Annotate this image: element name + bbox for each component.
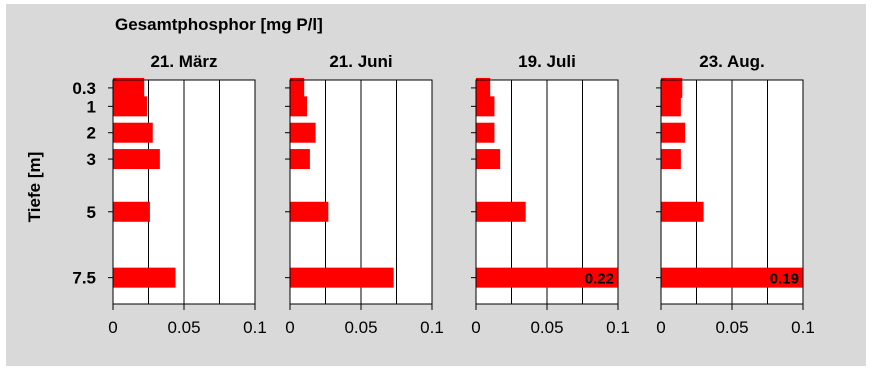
x-tick-label: 0.05 xyxy=(344,318,377,337)
bar xyxy=(290,267,394,288)
panel-2: 0 0.05 0.1 21. Juni xyxy=(285,52,444,337)
bar xyxy=(476,77,491,98)
x-tick-label: 0.05 xyxy=(715,318,748,337)
bar xyxy=(290,77,305,98)
bar xyxy=(113,201,150,222)
bar xyxy=(661,149,681,170)
bar xyxy=(476,96,495,117)
panel-title: 19. Juli xyxy=(518,52,576,71)
bar xyxy=(476,267,618,288)
y-tick-label: 3 xyxy=(87,150,96,169)
x-tick-label: 0.1 xyxy=(791,318,815,337)
x-tick-label: 0 xyxy=(285,318,294,337)
data-label: 0.22 xyxy=(585,271,614,288)
x-tick-label: 0.1 xyxy=(243,318,267,337)
bar xyxy=(661,267,803,288)
bar xyxy=(661,77,683,98)
panel-title: 21. März xyxy=(150,52,217,71)
x-tick-label: 0.05 xyxy=(167,318,200,337)
chart-title: Gesamtphosphor [mg P/l] xyxy=(115,15,323,34)
bar xyxy=(113,77,145,98)
bar xyxy=(290,149,310,170)
y-tick-label: 7.5 xyxy=(72,269,96,288)
bar xyxy=(476,201,526,222)
x-tick-label: 0.1 xyxy=(420,318,444,337)
bar xyxy=(661,122,686,143)
panel-title: 21. Juni xyxy=(329,52,392,71)
bar xyxy=(113,267,176,288)
y-tick-label: 5 xyxy=(87,203,96,222)
bar xyxy=(661,201,704,222)
panel-4: 0 0.05 0.1 23. Aug. 0.19 xyxy=(656,52,815,337)
bar xyxy=(113,96,148,117)
panel-title: 23. Aug. xyxy=(699,52,765,71)
y-tick-label: 0.3 xyxy=(72,79,96,98)
bar xyxy=(476,149,501,170)
x-tick-label: 0.1 xyxy=(606,318,630,337)
bar xyxy=(113,149,160,170)
x-tick-label: 0 xyxy=(108,318,117,337)
panel-3: 0 0.05 0.1 19. Juli 0.22 xyxy=(471,52,630,337)
panel-1: 0 0.05 0.1 21. März xyxy=(108,52,267,337)
bar xyxy=(290,122,316,143)
bar xyxy=(290,201,329,222)
bar xyxy=(661,96,681,117)
y-axis-label: Tiefe [m] xyxy=(25,152,44,223)
bar xyxy=(113,122,153,143)
bar xyxy=(476,122,495,143)
x-tick-label: 0 xyxy=(471,318,480,337)
data-label: 0.19 xyxy=(770,271,799,288)
y-tick-label: 2 xyxy=(87,124,96,143)
x-tick-label: 0 xyxy=(656,318,665,337)
y-tick-label: 1 xyxy=(87,97,96,116)
bar xyxy=(290,96,308,117)
x-tick-label: 0.05 xyxy=(530,318,563,337)
